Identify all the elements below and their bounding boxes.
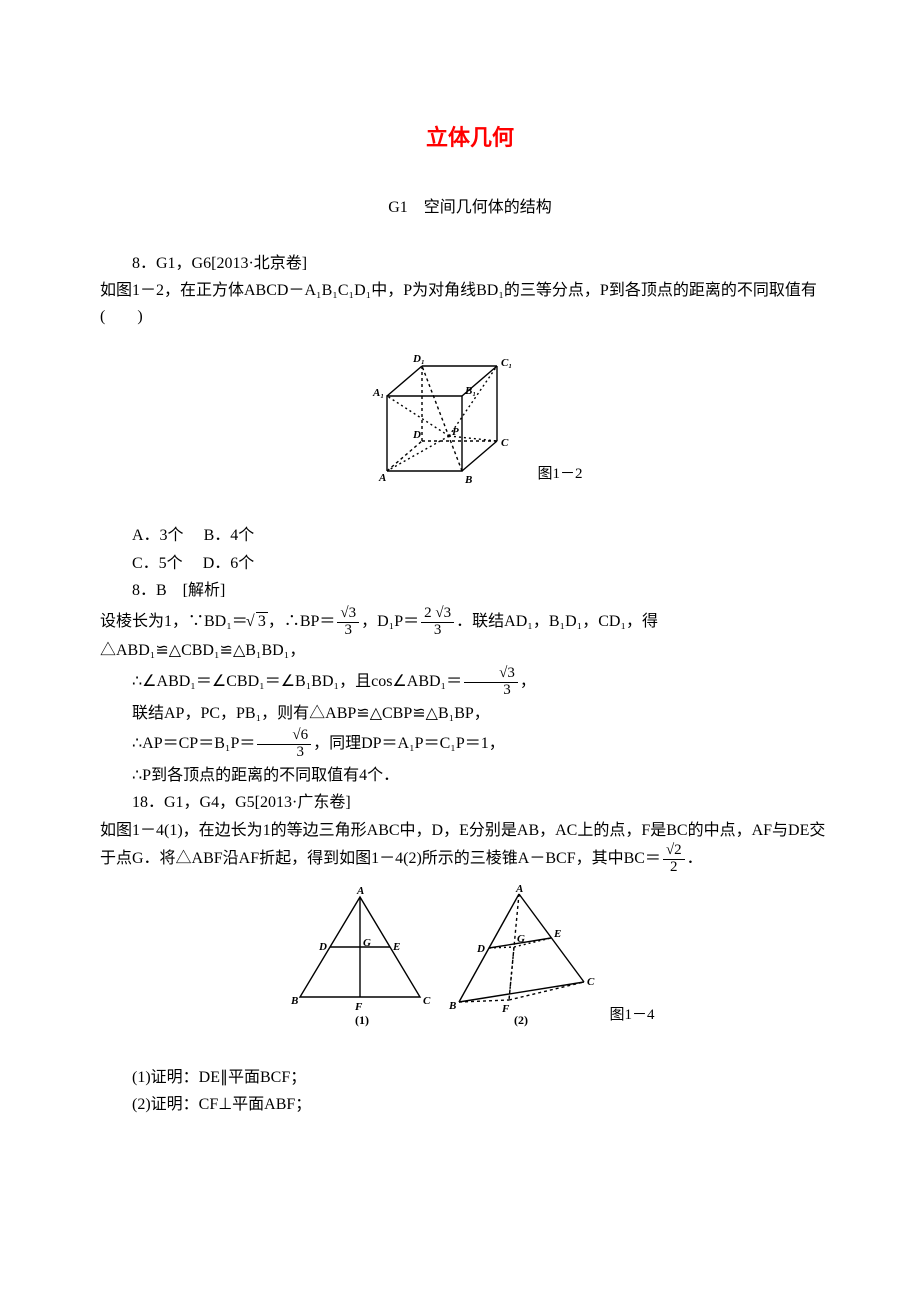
- lbl: C: [587, 976, 595, 988]
- figure-1-4: A B C D E F G (1): [100, 882, 840, 1027]
- q8-answer-head: 8．B [解析]: [100, 578, 840, 604]
- num: √3: [464, 666, 518, 683]
- den: 3: [257, 745, 311, 761]
- lbl: E: [553, 928, 561, 940]
- lbl: F: [354, 1001, 363, 1013]
- lbl: D: [318, 941, 327, 953]
- den: 3: [337, 623, 359, 639]
- cube-diagram: A B C D A₁ B₁ C₁ D₁ P: [357, 336, 527, 486]
- opt-c: C．5个: [132, 555, 183, 572]
- text: ，D₁P＝: [361, 613, 419, 630]
- lbl: A: [356, 885, 364, 897]
- sqrt3: 3: [256, 612, 268, 630]
- page: 立体几何 G1 空间几何体的结构 8．G1，G6[2013·北京卷] 如图1－2…: [0, 0, 920, 1302]
- q8-options-row2: C．5个 D．6个: [100, 551, 840, 577]
- q18-body: 如图1－4(1)，在边长为1的等边三角形ABC中，D，E分别是AB，AC上的点，…: [100, 818, 840, 876]
- lbl: B: [290, 995, 298, 1007]
- text: ∴∠ABD₁＝∠CBD₁＝∠B₁BD₁，且cos∠ABD₁＝: [132, 673, 462, 690]
- q8-body: 如图1－2，在正方体ABCD－A₁B₁C₁D₁中，P为对角线BD₁的三等分点，P…: [100, 278, 840, 329]
- label-C1: C₁: [501, 357, 512, 369]
- text: ．: [687, 850, 703, 867]
- label-D: D: [412, 429, 421, 441]
- opt-d: D．6个: [203, 555, 255, 572]
- lbl: F: [501, 1003, 510, 1015]
- q8-header: 8．G1，G6[2013·北京卷]: [100, 251, 840, 277]
- lbl: G: [517, 933, 525, 945]
- num: 2 √3: [421, 606, 454, 623]
- label-A1: A₁: [372, 387, 384, 399]
- q8-sol-line1: 设棱长为1，∵BD₁＝3，∴BP＝√33，D₁P＝2 √33．联结AD₁，B₁D…: [100, 606, 840, 664]
- pyramid-diagram: A B C D E F G (2): [439, 882, 599, 1027]
- main-title: 立体几何: [100, 120, 840, 155]
- label-C: C: [501, 437, 509, 449]
- triangle-flat-diagram: A B C D E F G (1): [285, 882, 435, 1027]
- label-B: B: [464, 474, 472, 486]
- text: 设棱长为1，∵BD₁＝: [100, 613, 248, 630]
- text: ，∴BP＝: [268, 613, 336, 630]
- opt-b: B．4个: [204, 527, 255, 544]
- text: 如图1－4(1)，在边长为1的等边三角形ABC中，D，E分别是AB，AC上的点，…: [100, 822, 825, 868]
- q8-sol-line5: ∴P到各顶点的距离的不同取值有4个．: [100, 763, 840, 789]
- den: 2: [663, 860, 685, 876]
- num: √3: [337, 606, 359, 623]
- figure-1-2: A B C D A₁ B₁ C₁ D₁ P 图1－2: [100, 336, 840, 486]
- fig-1-caption: (1): [355, 1013, 369, 1027]
- text: ∴AP＝CP＝B₁P＝: [132, 735, 255, 752]
- q18-part1: (1)证明：DE∥平面BCF；: [100, 1065, 840, 1091]
- num: √2: [663, 843, 685, 860]
- fig-2-caption: (2): [514, 1013, 528, 1027]
- label-A: A: [378, 472, 386, 484]
- lbl: E: [392, 941, 400, 953]
- section-subtitle: G1 空间几何体的结构: [100, 195, 840, 221]
- figure-1-4-label: 图1－4: [609, 1003, 654, 1027]
- den: 3: [421, 623, 454, 639]
- num: √6: [257, 728, 311, 745]
- label-P: P: [452, 426, 459, 438]
- q18-header: 18．G1，G4，G5[2013·广东卷]: [100, 790, 840, 816]
- lbl: C: [423, 995, 431, 1007]
- label-D1: D₁: [412, 353, 425, 365]
- q8-sol-line3: 联结AP，PC，PB₁，则有△ABP≌△CBP≌△B₁BP，: [100, 701, 840, 727]
- lbl: G: [363, 937, 371, 949]
- lbl: B: [448, 1000, 456, 1012]
- lbl: A: [515, 883, 523, 895]
- opt-a: A．3个: [132, 527, 184, 544]
- text: ，同理DP＝A₁P＝C₁P＝1，: [313, 735, 505, 752]
- q18-part2: (2)证明：CF⊥平面ABF；: [100, 1092, 840, 1118]
- q8-options-row1: A．3个 B．4个: [100, 523, 840, 549]
- den: 3: [464, 683, 518, 699]
- figure-1-2-label: 图1－2: [537, 462, 582, 486]
- text: ，: [520, 673, 536, 690]
- label-B1: B₁: [464, 385, 476, 397]
- q8-sol-line2: ∴∠ABD₁＝∠CBD₁＝∠B₁BD₁，且cos∠ABD₁＝√33，: [100, 666, 840, 699]
- lbl: D: [476, 943, 485, 955]
- q8-sol-line4: ∴AP＝CP＝B₁P＝√63，同理DP＝A₁P＝C₁P＝1，: [100, 728, 840, 761]
